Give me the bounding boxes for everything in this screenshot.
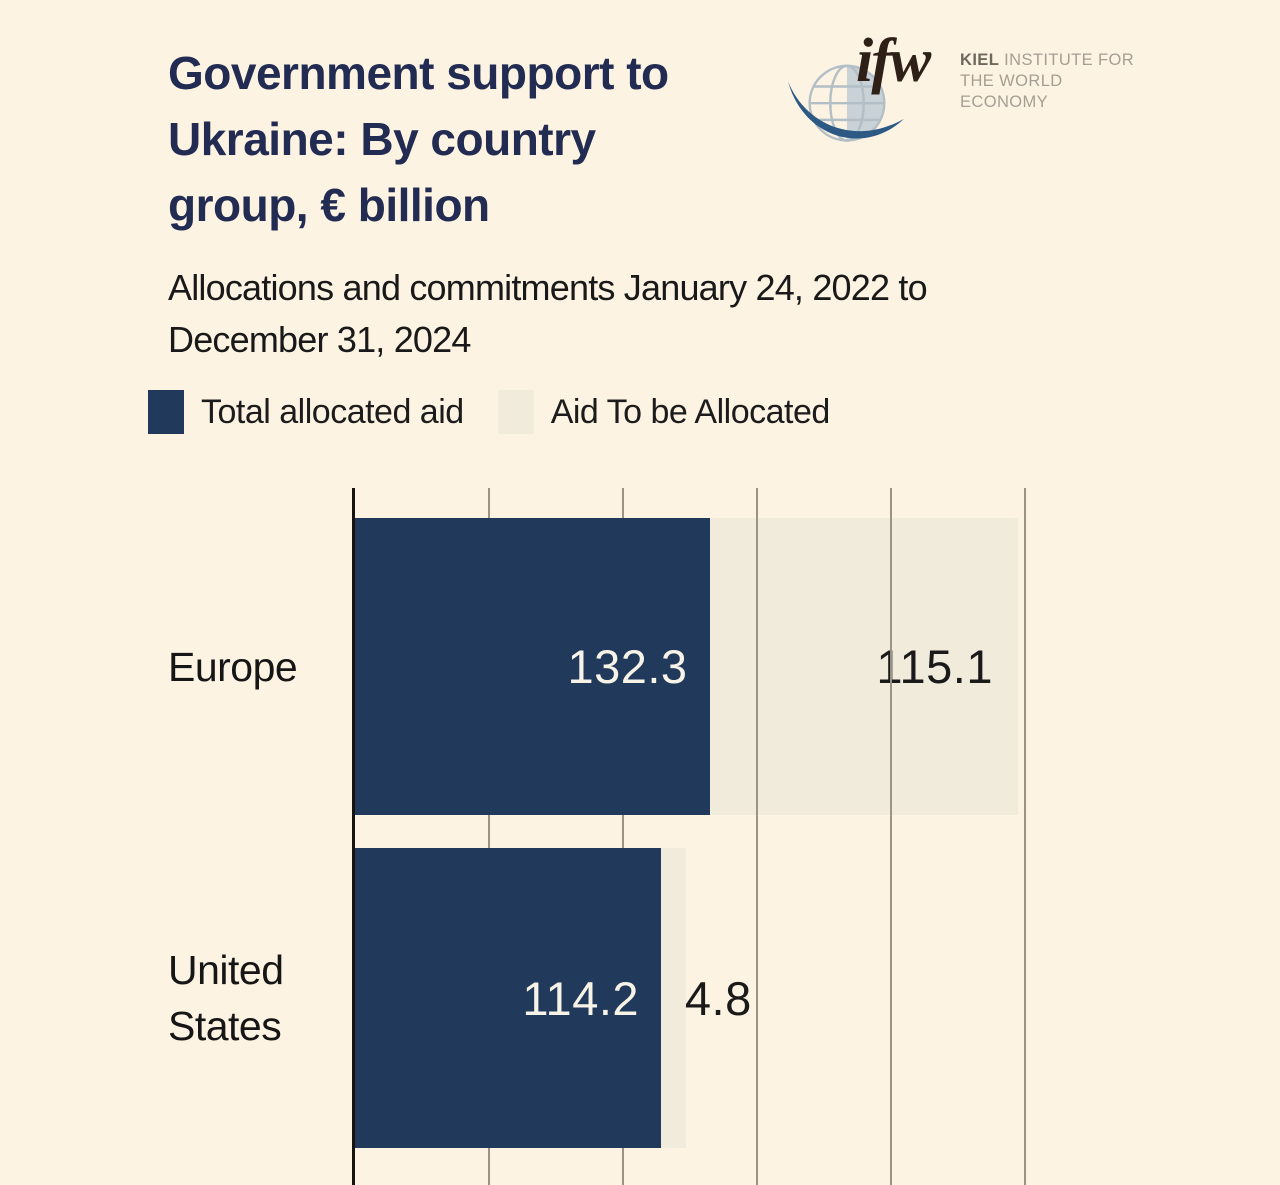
swoosh-icon (788, 81, 904, 139)
plot-area: 115.1 132.3 114.2 4.8 (352, 488, 1026, 1185)
gridline-200 (890, 488, 892, 1185)
value-allocated-europe: 132.3 (567, 640, 688, 693)
legend: Total allocated aid Aid To be Allocated (148, 390, 830, 434)
bar-row-europe: 115.1 132.3 (355, 518, 1025, 815)
bar-allocated-united-states: 114.2 (355, 848, 662, 1148)
page-title: Government support to Ukraine: By countr… (168, 47, 669, 231)
bar-to-be-allocated-united-states (661, 848, 687, 1148)
institute-line-1-rest: INSTITUTE FOR (1004, 51, 1135, 69)
globe-icon (788, 64, 904, 142)
bar-row-united-states: 114.2 4.8 (355, 848, 1025, 1148)
page-subtitle: Allocations and commitments January 24, … (168, 267, 928, 360)
value-to-be-allocated-europe: 115.1 (876, 640, 994, 693)
bar-to-be-allocated-europe: 115.1 (709, 518, 1019, 815)
allocated-swatch-icon (148, 390, 184, 434)
ifw-wordmark: ifw (856, 27, 931, 95)
value-to-be-allocated-united-states: 4.8 (684, 971, 752, 1025)
gridline-100 (622, 488, 624, 1185)
gridline-250 (1024, 488, 1026, 1185)
bar-allocated-europe: 132.3 (355, 518, 710, 815)
legend-label-allocated: Total allocated aid (201, 392, 464, 431)
legend-item-to-be-allocated: Aid To be Allocated (497, 390, 831, 434)
category-label-europe: Europe (168, 643, 298, 690)
gridline-50 (488, 488, 490, 1185)
institute-line-1: KIEL INSTITUTE FOR (960, 50, 1146, 71)
to-be-allocated-swatch-icon (497, 390, 534, 434)
legend-label-to-be-allocated: Aid To be Allocated (550, 392, 831, 431)
gridline-150 (756, 488, 758, 1185)
category-label-united-states: United States (168, 947, 284, 1049)
legend-item-allocated: Total allocated aid (148, 390, 464, 434)
kiel-label: KIEL (960, 51, 1000, 69)
value-allocated-united-states: 114.2 (522, 971, 640, 1025)
ifw-logo: ifw KIEL INSTITUTE FOR THE WORLD ECONOMY (786, 27, 1146, 176)
institute-line-2: THE WORLD ECONOMY (960, 72, 1063, 111)
institute-name: KIEL INSTITUTE FOR THE WORLD ECONOMY (960, 50, 1146, 113)
